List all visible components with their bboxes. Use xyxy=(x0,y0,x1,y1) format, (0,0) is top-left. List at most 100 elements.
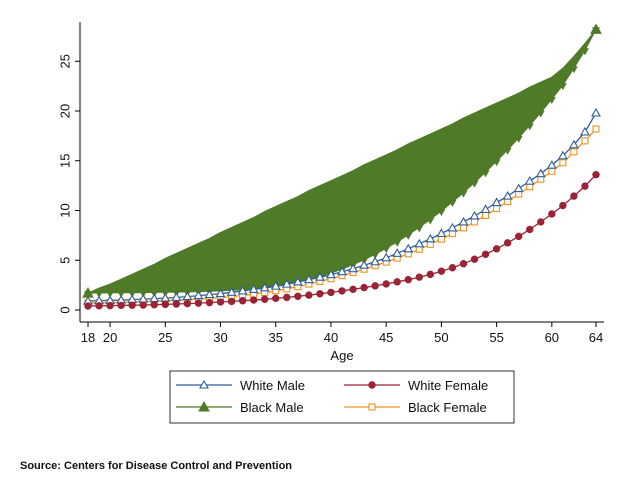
data-point-white-female xyxy=(183,299,192,308)
data-point-white-female xyxy=(470,255,479,263)
black-male-band-edge xyxy=(492,159,501,167)
source-note: Source: Centers for Disease Control and … xyxy=(20,460,293,472)
data-point-white-male xyxy=(447,222,458,232)
black-male-band-edge xyxy=(95,290,104,298)
data-point-white-male xyxy=(491,197,502,207)
legend-label-white-male: White Male xyxy=(240,378,305,393)
legend-box xyxy=(169,370,515,424)
x-tick-label: 45 xyxy=(379,330,393,345)
black-male-band-edge xyxy=(536,110,545,118)
black-male-band-edge xyxy=(448,200,457,208)
data-point-white-female xyxy=(393,278,401,286)
data-point-white-female xyxy=(570,192,578,200)
legend-marker-white-female xyxy=(368,381,376,389)
data-point-white-female xyxy=(437,267,446,275)
data-point-white-female xyxy=(338,287,346,295)
data-point-white-female xyxy=(205,298,214,307)
data-point-white-male xyxy=(458,216,469,226)
black-male-band-edge xyxy=(558,83,567,91)
data-point-white-male xyxy=(204,289,215,299)
data-point-white-male xyxy=(215,288,226,298)
black-male-band-edge xyxy=(481,170,490,178)
black-male-band-edge xyxy=(503,147,512,155)
data-point-white-female xyxy=(382,280,390,288)
data-point-white-female xyxy=(415,273,424,281)
x-tick-label: 25 xyxy=(158,330,172,345)
data-point-white-male xyxy=(193,290,204,300)
y-tick-label: 25 xyxy=(57,54,72,68)
black-male-band-edge xyxy=(525,123,534,131)
data-point-black-female xyxy=(581,137,589,145)
y-tick-label: 15 xyxy=(57,154,72,168)
data-point-white-female xyxy=(272,294,280,303)
data-point-white-female xyxy=(592,170,600,179)
data-point-white-male xyxy=(546,160,557,169)
x-tick-label: 60 xyxy=(545,330,559,345)
y-tick-label: 10 xyxy=(57,203,72,217)
data-point-white-female xyxy=(514,232,523,241)
black-male-band-edge xyxy=(470,180,479,188)
y-tick-label: 0 xyxy=(57,306,72,313)
x-tick-label: 20 xyxy=(103,330,117,345)
data-point-white-male xyxy=(580,126,590,136)
legend-label-black-female: Black Female xyxy=(408,400,487,415)
data-point-white-male xyxy=(259,282,270,292)
data-point-white-male xyxy=(226,287,237,296)
x-tick-label: 30 xyxy=(213,330,227,345)
data-point-white-female xyxy=(404,275,412,284)
black-male-band-edge xyxy=(404,232,413,240)
data-point-white-female xyxy=(537,218,545,226)
data-point-white-male xyxy=(381,252,392,262)
data-point-white-male xyxy=(414,238,425,248)
x-axis-ticks: 18 20 25 30 35 40 45 50 55 60 64 xyxy=(81,322,603,345)
data-point-white-male xyxy=(502,190,513,200)
black-male-band-edge xyxy=(569,66,578,74)
data-point-black-female xyxy=(470,218,479,226)
black-male-band-edge xyxy=(382,246,391,254)
plot-area xyxy=(82,23,602,310)
data-point-white-female xyxy=(95,302,103,310)
data-point-white-male xyxy=(425,233,436,243)
data-point-white-male xyxy=(469,210,480,220)
data-point-white-male xyxy=(348,263,358,273)
x-tick-label: 55 xyxy=(489,330,503,345)
data-point-white-male xyxy=(591,107,601,117)
data-point-white-female xyxy=(260,295,269,303)
data-point-white-male xyxy=(270,281,281,290)
data-point-white-female xyxy=(559,201,567,210)
black-male-band-edge xyxy=(437,208,446,216)
data-point-white-male xyxy=(524,176,535,185)
black-male-band-edge xyxy=(459,190,468,198)
x-tick-label: 64 xyxy=(589,330,603,345)
data-point-white-male xyxy=(370,256,381,266)
data-point-white-male xyxy=(337,266,347,276)
data-point-black-female xyxy=(459,224,468,232)
data-point-white-male xyxy=(392,248,403,257)
data-point-black-male xyxy=(82,287,94,298)
data-point-white-female xyxy=(316,290,324,298)
data-point-white-female xyxy=(581,182,589,190)
data-point-white-female xyxy=(238,297,247,305)
data-point-black-female xyxy=(592,125,600,133)
data-point-white-female xyxy=(360,283,368,292)
data-point-white-male xyxy=(303,274,314,284)
data-point-white-male xyxy=(359,260,370,269)
black-male-band-edge xyxy=(128,290,137,298)
data-point-white-female xyxy=(128,301,136,309)
data-point-white-female xyxy=(84,302,92,310)
black-male-band-edge xyxy=(415,225,424,233)
data-point-white-male xyxy=(480,204,491,214)
x-axis-title: Age xyxy=(330,348,353,363)
data-point-white-female xyxy=(172,300,181,308)
data-point-white-female xyxy=(548,210,556,218)
data-point-white-female xyxy=(349,285,357,294)
y-axis-ticks: 0 5 10 15 20 25 xyxy=(57,54,80,314)
x-tick-label: 40 xyxy=(324,330,338,345)
data-point-black-female xyxy=(482,211,490,220)
data-point-white-male xyxy=(281,279,292,288)
data-point-white-female xyxy=(503,239,512,247)
data-point-white-female xyxy=(150,301,158,309)
data-point-black-male xyxy=(590,23,602,34)
data-point-black-female xyxy=(437,235,445,243)
black-male-band-edge xyxy=(426,217,435,225)
